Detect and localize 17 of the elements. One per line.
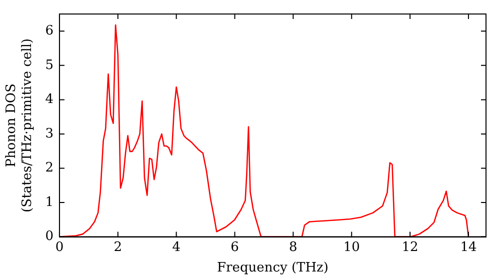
y-tick-label: 5 — [45, 58, 54, 73]
x-tick-label: 14 — [460, 240, 477, 255]
y-tick-label: 3 — [45, 126, 54, 142]
x-tick-label: 0 — [55, 240, 64, 255]
x-tick-label: 12 — [402, 240, 418, 255]
x-tick-label: 8 — [289, 240, 298, 255]
x-axis-title: Frequency (THz) — [217, 260, 328, 276]
y-axis-title: Phonon DOS (States/THz·primitive cell) — [4, 38, 35, 212]
y-tick-label: 6 — [45, 24, 54, 39]
y-tick-label: 0 — [45, 229, 54, 244]
y-tick-label: 2 — [45, 160, 54, 176]
y-tick-label: 1 — [45, 194, 54, 210]
x-tick-label: 10 — [343, 240, 360, 255]
x-tick-label: 6 — [230, 240, 239, 255]
x-tick-label: 2 — [114, 240, 122, 255]
x-tick-label: 4 — [172, 240, 180, 255]
y-tick-label: 4 — [45, 92, 54, 108]
